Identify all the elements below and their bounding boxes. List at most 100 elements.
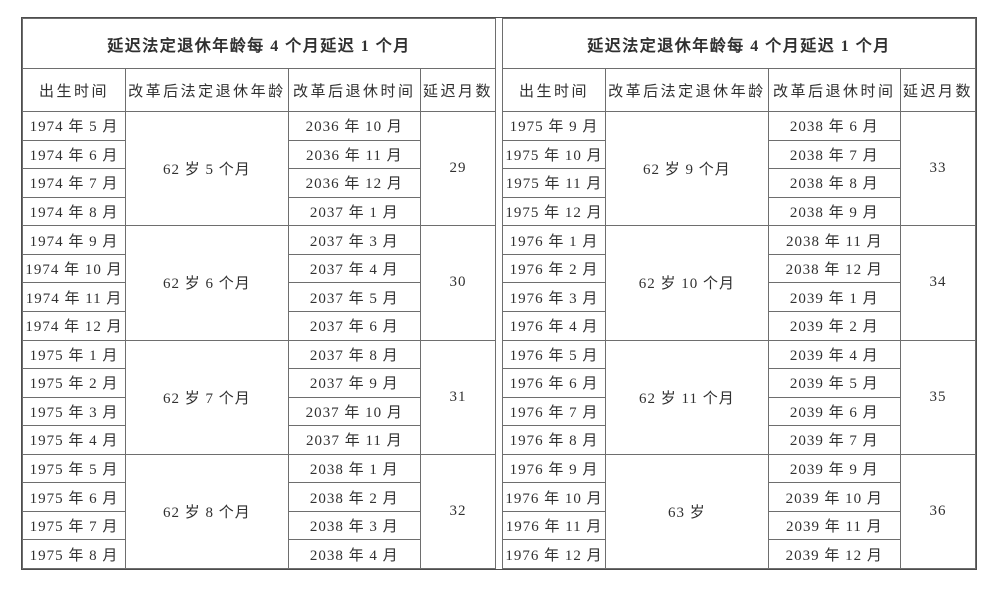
col-header-retirement-time: 改革后退休时间 [287, 68, 421, 112]
birth-month-cell: 1976 年 7 月 [501, 396, 607, 427]
col-header-birth-time: 出生时间 [501, 68, 607, 112]
birth-month-cell: 1975 年 8 月 [21, 539, 127, 569]
retirement-month-cell: 2039 年 12 月 [767, 539, 901, 569]
birth-month-cell: 1976 年 8 月 [501, 425, 607, 455]
retirement-table-right: 延迟法定退休年龄每 4 个月延迟 1 个月 出生时间 改革后法定退休年龄 改革后… [501, 18, 977, 570]
retirement-month-cell: 2036 年 10 月 [287, 111, 421, 141]
birth-month-cell: 1976 年 1 月 [501, 225, 607, 255]
table-row: 1976 年 2 月 2038 年 12 月 [501, 253, 976, 284]
retirement-age-cell: 62 岁 6 个月 [125, 225, 289, 341]
retirement-month-cell: 2039 年 4 月 [767, 339, 901, 370]
table-row: 1974 年 11 月 2037 年 5 月 [21, 282, 496, 312]
retirement-month-cell: 2039 年 6 月 [767, 396, 901, 427]
retirement-month-cell: 2038 年 9 月 [767, 196, 901, 227]
retirement-age-cell: 63 岁 [605, 453, 769, 570]
birth-month-cell: 1974 年 5 月 [21, 111, 127, 141]
birth-month-cell: 1975 年 10 月 [501, 139, 607, 170]
retirement-age-cell: 62 岁 5 个月 [125, 110, 289, 227]
birth-month-cell: 1976 年 5 月 [501, 339, 607, 370]
col-header-birth-time: 出生时间 [21, 68, 127, 112]
table-row: 1976 年 11 月 2039 年 11 月 [501, 510, 976, 541]
table-row: 1974 年 7 月 2036 年 12 月 [21, 168, 496, 198]
table-row: 1976 年 10 月 2039 年 10 月 [501, 482, 976, 512]
table-row: 1975 年 11 月 2038 年 8 月 [501, 168, 976, 198]
table-row: 1975 年 2 月 2037 年 9 月 [21, 368, 496, 398]
table-row: 1975 年 8 月 2038 年 4 月 [21, 539, 496, 569]
retirement-age-cell: 62 岁 8 个月 [125, 453, 289, 570]
retirement-month-cell: 2038 年 4 月 [287, 539, 421, 569]
birth-month-cell: 1974 年 9 月 [21, 225, 127, 255]
table-header-row: 出生时间 改革后法定退休年龄 改革后退休时间 延迟月数 [501, 68, 977, 112]
birth-month-cell: 1976 年 2 月 [501, 253, 607, 284]
col-header-delay-months: 延迟月数 [419, 68, 497, 112]
retirement-month-cell: 2037 年 4 月 [287, 253, 421, 284]
birth-month-cell: 1976 年 4 月 [501, 310, 607, 341]
table-row: 1975 年 3 月 2037 年 10 月 [21, 396, 496, 427]
retirement-month-cell: 2038 年 3 月 [287, 510, 421, 541]
table-row: 1975 年 6 月 2038 年 2 月 [21, 482, 496, 512]
table-row: 1976 年 9 月 63 岁 2039 年 9 月 36 [501, 453, 977, 570]
delay-months-cell: 34 [899, 225, 977, 341]
retirement-month-cell: 2039 年 5 月 [767, 368, 901, 398]
table-row: 1975 年 9 月 62 岁 9 个月 2038 年 6 月 33 [501, 110, 977, 227]
table-title: 延迟法定退休年龄每 4 个月延迟 1 个月 [502, 18, 976, 69]
table-header-row: 出生时间 改革后法定退休年龄 改革后退休时间 延迟月数 [21, 68, 497, 112]
retirement-month-cell: 2039 年 10 月 [767, 482, 901, 512]
retirement-month-cell: 2037 年 9 月 [287, 368, 421, 398]
retirement-age-cell: 62 岁 7 个月 [125, 339, 289, 455]
birth-month-cell: 1975 年 11 月 [501, 168, 607, 198]
table-row: 1974 年 9 月 62 岁 6 个月 2037 年 3 月 30 [21, 225, 497, 341]
table-row: 1975 年 1 月 62 岁 7 个月 2037 年 8 月 31 [21, 339, 497, 455]
delay-months-cell: 31 [419, 339, 497, 455]
retirement-month-cell: 2038 年 11 月 [767, 225, 901, 255]
delay-months-cell: 30 [419, 225, 497, 341]
table-row: 1974 年 8 月 2037 年 1 月 [21, 196, 496, 227]
table-title-row: 延迟法定退休年龄每 4 个月延迟 1 个月 [502, 18, 976, 69]
table-row: 1975 年 10 月 2038 年 7 月 [501, 139, 976, 170]
col-header-statutory-retirement-age: 改革后法定退休年龄 [605, 68, 769, 112]
birth-month-cell: 1976 年 11 月 [501, 510, 607, 541]
table-row: 1976 年 1 月 62 岁 10 个月 2038 年 11 月 34 [501, 225, 977, 341]
delay-months-cell: 32 [419, 453, 497, 570]
retirement-month-cell: 2038 年 8 月 [767, 168, 901, 198]
retirement-month-cell: 2039 年 7 月 [767, 425, 901, 455]
retirement-month-cell: 2039 年 2 月 [767, 310, 901, 341]
retirement-month-cell: 2037 年 8 月 [287, 339, 421, 370]
birth-month-cell: 1974 年 7 月 [21, 168, 127, 198]
retirement-month-cell: 2039 年 1 月 [767, 282, 901, 312]
birth-month-cell: 1976 年 3 月 [501, 282, 607, 312]
retirement-age-cell: 62 岁 11 个月 [605, 339, 769, 455]
col-header-statutory-retirement-age: 改革后法定退休年龄 [125, 68, 289, 112]
delay-months-cell: 33 [899, 110, 977, 227]
retirement-month-cell: 2037 年 5 月 [287, 282, 421, 312]
delay-months-cell: 29 [419, 110, 497, 227]
retirement-month-cell: 2039 年 9 月 [767, 453, 901, 484]
birth-month-cell: 1975 年 2 月 [21, 368, 127, 398]
retirement-month-cell: 2037 年 1 月 [287, 196, 421, 227]
table-row: 1976 年 7 月 2039 年 6 月 [501, 396, 976, 427]
table-row: 1975 年 4 月 2037 年 11 月 [21, 425, 496, 455]
table-row: 1974 年 12 月 2037 年 6 月 [21, 310, 496, 341]
table-row: 1975 年 5 月 62 岁 8 个月 2038 年 1 月 32 [21, 453, 497, 570]
birth-month-cell: 1974 年 10 月 [21, 253, 127, 284]
table-row: 1974 年 5 月 62 岁 5 个月 2036 年 10 月 29 [21, 110, 497, 227]
retirement-age-cell: 62 岁 9 个月 [605, 110, 769, 227]
table-row: 1976 年 5 月 62 岁 11 个月 2039 年 4 月 35 [501, 339, 977, 455]
retirement-month-cell: 2036 年 11 月 [287, 139, 421, 170]
retirement-month-cell: 2036 年 12 月 [287, 168, 421, 198]
table-row: 1974 年 10 月 2037 年 4 月 [21, 253, 496, 284]
retirement-month-cell: 2038 年 12 月 [767, 253, 901, 284]
table-row: 1976 年 3 月 2039 年 1 月 [501, 282, 976, 312]
birth-month-cell: 1976 年 9 月 [501, 453, 607, 484]
birth-month-cell: 1975 年 4 月 [21, 425, 127, 455]
table-row: 1976 年 12 月 2039 年 12 月 [501, 539, 976, 569]
retirement-month-cell: 2038 年 6 月 [767, 111, 901, 141]
birth-month-cell: 1975 年 9 月 [501, 111, 607, 141]
birth-month-cell: 1975 年 5 月 [21, 453, 127, 484]
col-header-delay-months: 延迟月数 [899, 68, 977, 112]
delay-months-cell: 36 [899, 453, 977, 570]
retirement-tables-container: 延迟法定退休年龄每 4 个月延迟 1 个月 出生时间 改革后法定退休年龄 改革后… [21, 17, 977, 570]
birth-month-cell: 1974 年 11 月 [21, 282, 127, 312]
table-title-row: 延迟法定退休年龄每 4 个月延迟 1 个月 [22, 18, 496, 69]
